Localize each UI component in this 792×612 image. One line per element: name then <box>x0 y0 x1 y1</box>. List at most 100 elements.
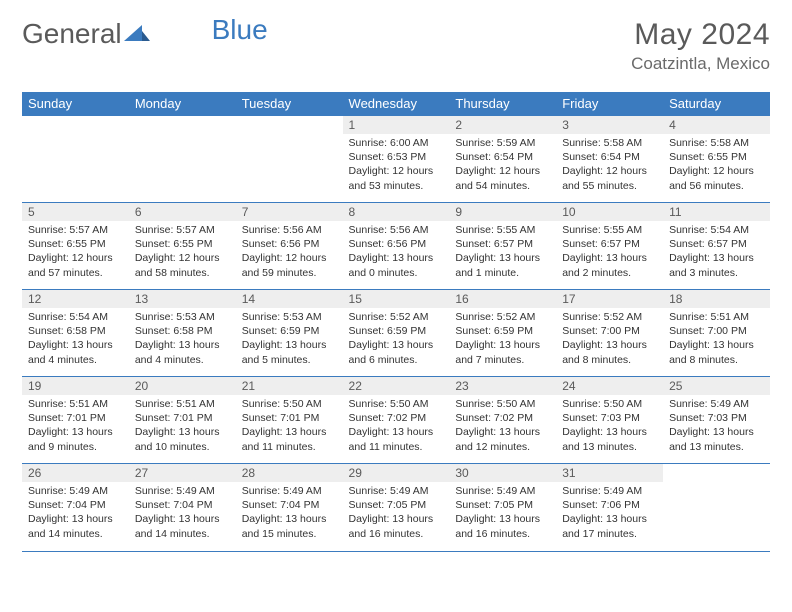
sunset-text: Sunset: 6:57 PM <box>562 237 657 251</box>
sunset-text: Sunset: 6:59 PM <box>455 324 550 338</box>
daylight-text: Daylight: 13 hours and 5 minutes. <box>242 338 337 366</box>
calendar-day-cell: 30Sunrise: 5:49 AMSunset: 7:05 PMDayligh… <box>449 464 556 551</box>
sunset-text: Sunset: 6:59 PM <box>349 324 444 338</box>
calendar-day-cell: 28Sunrise: 5:49 AMSunset: 7:04 PMDayligh… <box>236 464 343 551</box>
sunset-text: Sunset: 6:57 PM <box>669 237 764 251</box>
calendar-day-cell: 16Sunrise: 5:52 AMSunset: 6:59 PMDayligh… <box>449 290 556 377</box>
daylight-text: Daylight: 13 hours and 9 minutes. <box>28 425 123 453</box>
sunrise-text: Sunrise: 5:52 AM <box>455 310 550 324</box>
daylight-text: Daylight: 13 hours and 15 minutes. <box>242 512 337 540</box>
daylight-text: Daylight: 12 hours and 55 minutes. <box>562 164 657 192</box>
day-header-cell: Friday <box>556 92 663 116</box>
day-number: 4 <box>663 116 770 134</box>
calendar-day-cell <box>236 116 343 203</box>
day-details: Sunrise: 5:49 AMSunset: 7:03 PMDaylight:… <box>663 395 770 458</box>
day-details: Sunrise: 5:49 AMSunset: 7:04 PMDaylight:… <box>236 482 343 545</box>
sunrise-text: Sunrise: 5:50 AM <box>562 397 657 411</box>
sunrise-text: Sunrise: 5:52 AM <box>349 310 444 324</box>
sunrise-text: Sunrise: 5:59 AM <box>455 136 550 150</box>
day-header-cell: Saturday <box>663 92 770 116</box>
daylight-text: Daylight: 12 hours and 59 minutes. <box>242 251 337 279</box>
day-number: 3 <box>556 116 663 134</box>
sunset-text: Sunset: 7:00 PM <box>669 324 764 338</box>
sunset-text: Sunset: 6:56 PM <box>242 237 337 251</box>
day-header-cell: Thursday <box>449 92 556 116</box>
day-details: Sunrise: 5:56 AMSunset: 6:56 PMDaylight:… <box>236 221 343 284</box>
sunrise-text: Sunrise: 5:57 AM <box>28 223 123 237</box>
sunrise-text: Sunrise: 6:00 AM <box>349 136 444 150</box>
daylight-text: Daylight: 13 hours and 7 minutes. <box>455 338 550 366</box>
sunset-text: Sunset: 6:53 PM <box>349 150 444 164</box>
day-header-cell: Sunday <box>22 92 129 116</box>
day-number: 23 <box>449 377 556 395</box>
calendar-day-cell: 7Sunrise: 5:56 AMSunset: 6:56 PMDaylight… <box>236 203 343 290</box>
sunrise-text: Sunrise: 5:54 AM <box>28 310 123 324</box>
day-number <box>22 116 129 134</box>
calendar-day-cell: 15Sunrise: 5:52 AMSunset: 6:59 PMDayligh… <box>343 290 450 377</box>
day-number <box>663 464 770 482</box>
calendar-day-cell <box>663 464 770 551</box>
logo-text-b: Blue <box>212 14 268 46</box>
day-number: 8 <box>343 203 450 221</box>
day-details: Sunrise: 5:49 AMSunset: 7:05 PMDaylight:… <box>449 482 556 545</box>
calendar-day-cell: 25Sunrise: 5:49 AMSunset: 7:03 PMDayligh… <box>663 377 770 464</box>
day-number: 26 <box>22 464 129 482</box>
daylight-text: Daylight: 13 hours and 8 minutes. <box>669 338 764 366</box>
calendar-day-cell: 9Sunrise: 5:55 AMSunset: 6:57 PMDaylight… <box>449 203 556 290</box>
day-number: 28 <box>236 464 343 482</box>
sunset-text: Sunset: 6:54 PM <box>562 150 657 164</box>
day-number: 1 <box>343 116 450 134</box>
location: Coatzintla, Mexico <box>631 54 770 74</box>
day-details: Sunrise: 5:49 AMSunset: 7:04 PMDaylight:… <box>22 482 129 545</box>
page-header: General Blue May 2024 Coatzintla, Mexico <box>22 18 770 74</box>
day-details: Sunrise: 5:54 AMSunset: 6:58 PMDaylight:… <box>22 308 129 371</box>
day-details: Sunrise: 5:50 AMSunset: 7:03 PMDaylight:… <box>556 395 663 458</box>
day-number: 7 <box>236 203 343 221</box>
day-number: 31 <box>556 464 663 482</box>
day-details: Sunrise: 5:49 AMSunset: 7:04 PMDaylight:… <box>129 482 236 545</box>
calendar-day-cell: 5Sunrise: 5:57 AMSunset: 6:55 PMDaylight… <box>22 203 129 290</box>
daylight-text: Daylight: 12 hours and 56 minutes. <box>669 164 764 192</box>
day-number: 9 <box>449 203 556 221</box>
day-details: Sunrise: 5:52 AMSunset: 6:59 PMDaylight:… <box>343 308 450 371</box>
day-details: Sunrise: 5:58 AMSunset: 6:55 PMDaylight:… <box>663 134 770 197</box>
day-details: Sunrise: 5:53 AMSunset: 6:59 PMDaylight:… <box>236 308 343 371</box>
day-header-cell: Wednesday <box>343 92 450 116</box>
sunset-text: Sunset: 6:54 PM <box>455 150 550 164</box>
day-details: Sunrise: 5:52 AMSunset: 7:00 PMDaylight:… <box>556 308 663 371</box>
sunrise-text: Sunrise: 5:49 AM <box>562 484 657 498</box>
calendar-day-cell: 17Sunrise: 5:52 AMSunset: 7:00 PMDayligh… <box>556 290 663 377</box>
sunset-text: Sunset: 7:01 PM <box>242 411 337 425</box>
calendar-day-cell: 26Sunrise: 5:49 AMSunset: 7:04 PMDayligh… <box>22 464 129 551</box>
day-details: Sunrise: 5:57 AMSunset: 6:55 PMDaylight:… <box>129 221 236 284</box>
sunset-text: Sunset: 6:59 PM <box>242 324 337 338</box>
calendar-day-cell: 10Sunrise: 5:55 AMSunset: 6:57 PMDayligh… <box>556 203 663 290</box>
calendar-day-cell: 14Sunrise: 5:53 AMSunset: 6:59 PMDayligh… <box>236 290 343 377</box>
sunrise-text: Sunrise: 5:57 AM <box>135 223 230 237</box>
calendar-day-cell: 29Sunrise: 5:49 AMSunset: 7:05 PMDayligh… <box>343 464 450 551</box>
sunrise-text: Sunrise: 5:55 AM <box>562 223 657 237</box>
sunset-text: Sunset: 7:00 PM <box>562 324 657 338</box>
day-details: Sunrise: 5:59 AMSunset: 6:54 PMDaylight:… <box>449 134 556 197</box>
sunrise-text: Sunrise: 5:52 AM <box>562 310 657 324</box>
sunrise-text: Sunrise: 5:49 AM <box>455 484 550 498</box>
sunrise-text: Sunrise: 5:53 AM <box>242 310 337 324</box>
sunrise-text: Sunrise: 5:49 AM <box>669 397 764 411</box>
calendar-day-cell: 21Sunrise: 5:50 AMSunset: 7:01 PMDayligh… <box>236 377 343 464</box>
day-number: 6 <box>129 203 236 221</box>
day-details: Sunrise: 5:51 AMSunset: 7:00 PMDaylight:… <box>663 308 770 371</box>
sunrise-text: Sunrise: 5:49 AM <box>349 484 444 498</box>
calendar-day-cell: 19Sunrise: 5:51 AMSunset: 7:01 PMDayligh… <box>22 377 129 464</box>
day-number: 18 <box>663 290 770 308</box>
calendar-table: SundayMondayTuesdayWednesdayThursdayFrid… <box>22 92 770 551</box>
day-details: Sunrise: 5:52 AMSunset: 6:59 PMDaylight:… <box>449 308 556 371</box>
sunset-text: Sunset: 7:04 PM <box>135 498 230 512</box>
calendar-week-row: 26Sunrise: 5:49 AMSunset: 7:04 PMDayligh… <box>22 464 770 551</box>
daylight-text: Daylight: 13 hours and 8 minutes. <box>562 338 657 366</box>
calendar-day-cell: 24Sunrise: 5:50 AMSunset: 7:03 PMDayligh… <box>556 377 663 464</box>
day-number: 21 <box>236 377 343 395</box>
day-details: Sunrise: 5:56 AMSunset: 6:56 PMDaylight:… <box>343 221 450 284</box>
day-number: 10 <box>556 203 663 221</box>
day-number: 24 <box>556 377 663 395</box>
calendar-day-cell: 11Sunrise: 5:54 AMSunset: 6:57 PMDayligh… <box>663 203 770 290</box>
